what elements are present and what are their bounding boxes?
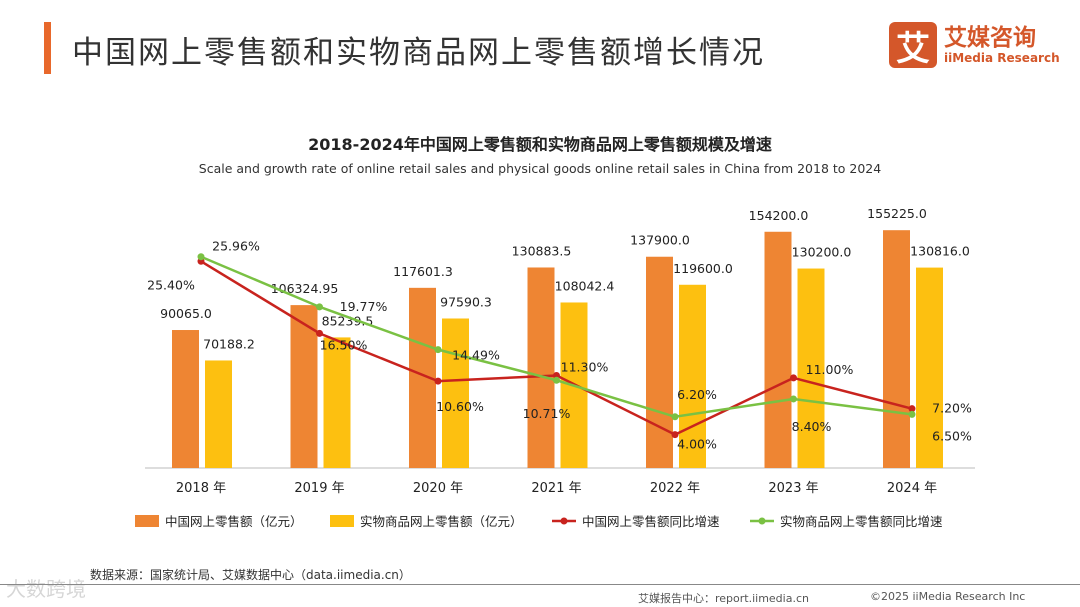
bar-online-retail [290,305,318,468]
point-label-red-growth: 11.00% [806,362,854,377]
bar-label-online-retail: 130883.5 [512,243,572,258]
logo-en: iiMedia Research [944,51,1060,65]
iimedia-logo: 艾 艾媒咨询 iiMedia Research [889,22,1060,69]
title-accent-bar [44,22,51,74]
x-tick-label: 2019 年 [294,481,344,496]
point-green-growth [671,413,679,421]
bar-label-online-retail: 137900.0 [630,233,690,248]
chart-subtitle: Scale and growth rate of online retail s… [198,161,882,176]
point-label-red-growth: 11.30% [561,359,609,374]
legend-marker [758,517,766,525]
bar-label-physical-goods: 85239.5 [322,313,374,328]
point-label-green-growth: 6.50% [932,428,972,443]
copyright: ©2025 iiMedia Research Inc [870,590,1026,603]
bar-label-physical-goods: 108042.4 [555,278,615,293]
point-label-green-growth: 8.40% [792,419,832,434]
point-label-green-growth: 10.71% [523,406,571,421]
bar-label-online-retail: 154200.0 [749,208,809,223]
chart-title: 2018-2024年中国网上零售额和实物商品网上零售额规模及增速 [308,135,772,154]
bar-physical-goods [442,318,469,468]
x-tick-label: 2021 年 [531,481,581,496]
point-red-growth [908,405,916,413]
legend-swatch [330,515,354,527]
bar-label-physical-goods: 130816.0 [910,244,970,259]
watermark: 大数跨境 [6,577,86,601]
bar-label-physical-goods: 130200.0 [792,245,852,260]
bar-label-online-retail: 155225.0 [867,206,927,221]
bar-physical-goods [323,337,351,468]
point-green-growth [790,395,797,403]
bar-physical-goods [916,267,943,468]
x-tick-label: 2022 年 [650,481,700,496]
footer-divider [0,584,1080,585]
legend-marker [560,517,568,525]
point-label-green-growth: 19.77% [340,299,388,314]
x-tick-label: 2018 年 [176,481,226,496]
report-center: 艾媒报告中心：report.iimedia.cn [638,592,809,605]
legend-label: 中国网上零售额（亿元） [165,514,303,529]
bar-physical-goods [679,284,706,468]
point-label-red-growth: 10.60% [436,399,484,414]
bar-label-online-retail: 117601.3 [393,264,453,279]
bar-physical-goods [205,360,232,468]
point-green-growth [316,303,323,311]
x-tick-label: 2020 年 [413,481,463,496]
legend-label: 实物商品网上零售额同比增速 [780,514,943,529]
legend-label: 实物商品网上零售额（亿元） [360,514,523,529]
point-green-growth [908,410,916,418]
point-red-growth [434,377,442,385]
bar-label-online-retail: 90065.0 [160,306,212,321]
bar-label-online-retail: 106324.95 [271,281,339,296]
point-red-growth [316,329,323,337]
bar-label-physical-goods: 119600.0 [673,261,733,276]
point-label-green-growth: 25.96% [212,239,260,254]
point-label-red-growth: 4.00% [677,437,717,452]
bar-online-retail [527,267,555,468]
point-red-growth [671,431,679,439]
logo-cn: 艾媒咨询 [944,25,1036,51]
bar-online-retail [883,230,910,468]
bar-label-physical-goods: 97590.3 [440,294,492,309]
legend-label: 中国网上零售额同比增速 [582,514,720,529]
bar-physical-goods [797,268,825,468]
point-label-green-growth: 6.20% [677,387,717,402]
point-label-red-growth: 25.40% [147,277,195,292]
x-tick-label: 2024 年 [887,481,937,496]
point-red-growth [790,374,797,382]
point-green-growth [553,376,560,384]
bar-online-retail [646,256,673,468]
point-green-growth [197,253,205,261]
point-label-red-growth: 7.20% [932,401,972,416]
bar-online-retail [172,330,199,468]
legend-swatch [135,515,159,527]
data-source: 数据来源：国家统计局、艾媒数据中心（data.iimedia.cn） [90,568,411,582]
x-tick-label: 2023 年 [768,481,818,496]
page-title: 中国网上零售额和实物商品网上零售额增长情况 [72,35,765,71]
point-label-green-growth: 14.49% [452,348,500,363]
bar-label-physical-goods: 70188.2 [203,336,255,351]
logo-mark-icon: 艾 [889,22,937,69]
point-green-growth [434,346,442,354]
point-label-red-growth: 16.50% [320,337,368,352]
bar-online-retail [764,231,792,468]
